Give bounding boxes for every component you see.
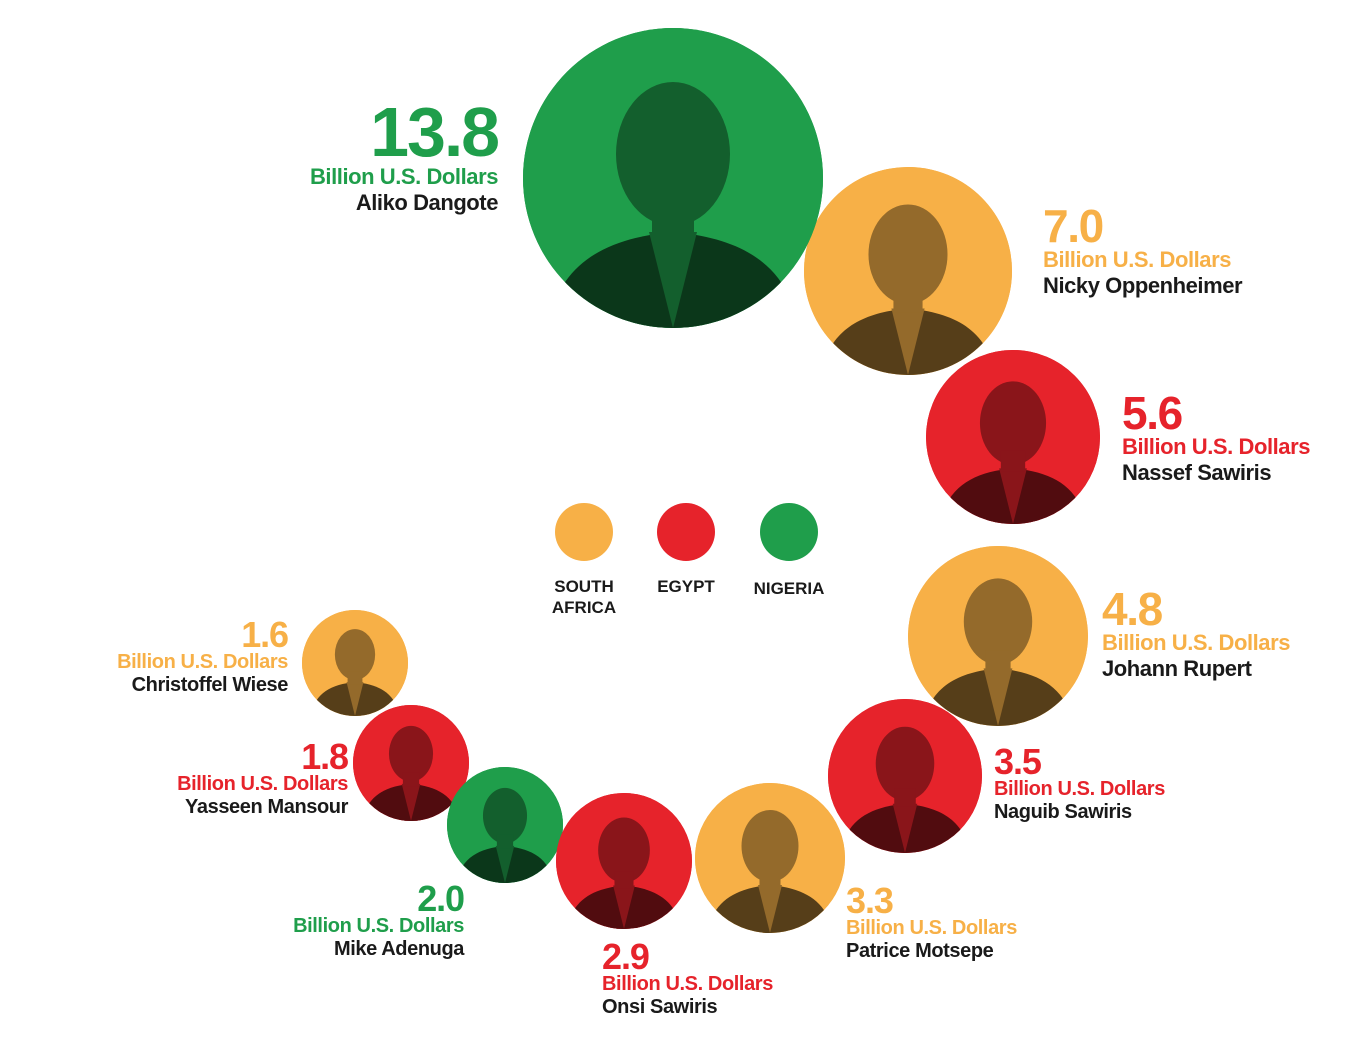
bubble-onsi-sawiris: [556, 793, 692, 929]
person-name-label: Christoffel Wiese: [131, 674, 289, 697]
bubble-nassef-sawiris: [926, 350, 1100, 524]
value-label: 7.0: [1043, 200, 1104, 252]
portrait-silhouette: [804, 167, 1012, 375]
portrait-silhouette: [828, 699, 982, 853]
label-yasseen-mansour: 1.8 Billion U.S. Dollars Yasseen Mansour: [177, 736, 349, 819]
unit-label: Billion U.S. Dollars: [602, 973, 773, 996]
portrait-silhouette: [556, 793, 692, 929]
person-name-label: Aliko Dangote: [355, 189, 499, 215]
value-label: 2.9: [602, 936, 650, 977]
portrait-silhouette: [908, 546, 1088, 726]
person-name-label: Nassef Sawiris: [1122, 459, 1272, 485]
legend-label-south-africa: SOUTH AFRICA: [551, 577, 617, 618]
value-label: 3.3: [846, 880, 894, 921]
unit-label: Billion U.S. Dollars: [177, 773, 348, 796]
portrait-silhouette: [695, 783, 845, 933]
bubble-naguib-sawiris: [828, 699, 982, 853]
label-onsi-sawiris: 2.9 Billion U.S. Dollars Onsi Sawiris: [602, 936, 773, 1019]
person-name-label: Naguib Sawiris: [994, 801, 1132, 824]
legend-dot-egypt: [657, 503, 715, 561]
portrait-silhouette: [523, 28, 823, 328]
person-name-label: Mike Adenuga: [333, 938, 464, 961]
unit-label: Billion U.S. Dollars: [994, 778, 1165, 801]
value-label: 4.8: [1102, 583, 1163, 635]
legend-label-egypt: EGYPT: [657, 577, 715, 596]
value-label: 2.0: [417, 878, 465, 919]
unit-label: Billion U.S. Dollars: [1122, 434, 1311, 460]
legend-dot-south-africa: [555, 503, 613, 561]
person-name-label: Yasseen Mansour: [185, 796, 348, 819]
person-name-label: Patrice Motsepe: [846, 940, 994, 963]
value-label: 13.8: [370, 93, 500, 171]
unit-label: Billion U.S. Dollars: [293, 915, 464, 938]
bubble-nicky-oppenheimer: [804, 167, 1012, 375]
bubble-patrice-motsepe: [695, 783, 845, 933]
unit-label: Billion U.S. Dollars: [1043, 247, 1232, 273]
legend-label-nigeria: NIGERIA: [753, 579, 825, 598]
portrait-silhouette: [447, 767, 563, 883]
label-aliko-dangote: 13.8 Billion U.S. Dollars Aliko Dangote: [309, 93, 500, 215]
value-label: 1.8: [301, 736, 349, 777]
bubble-christoffel-wiese: [302, 610, 408, 716]
value-label: 3.5: [994, 741, 1042, 782]
label-patrice-motsepe: 3.3 Billion U.S. Dollars Patrice Motsepe: [846, 880, 1017, 963]
person-name-label: Johann Rupert: [1102, 655, 1252, 681]
bubble-johann-rupert: [908, 546, 1088, 726]
portrait-silhouette: [302, 610, 408, 716]
label-christoffel-wiese: 1.6 Billion U.S. Dollars Christoffel Wiese: [117, 614, 289, 697]
bubble-aliko-dangote: [523, 28, 823, 328]
legend-dot-nigeria: [760, 503, 818, 561]
unit-label: Billion U.S. Dollars: [1102, 630, 1291, 656]
portrait-silhouette: [926, 350, 1100, 524]
value-label: 5.6: [1122, 387, 1183, 439]
person-name-label: Onsi Sawiris: [602, 996, 718, 1019]
label-mike-adenuga: 2.0 Billion U.S. Dollars Mike Adenuga: [293, 878, 465, 961]
label-nicky-oppenheimer: 7.0 Billion U.S. Dollars Nicky Oppenheimer: [1043, 200, 1243, 298]
value-label: 1.6: [241, 614, 289, 655]
label-naguib-sawiris: 3.5 Billion U.S. Dollars Naguib Sawiris: [994, 741, 1165, 824]
bubble-mike-adenuga: [447, 767, 563, 883]
person-name-label: Nicky Oppenheimer: [1043, 272, 1243, 298]
unit-label: Billion U.S. Dollars: [846, 917, 1017, 940]
unit-label: Billion U.S. Dollars: [117, 651, 288, 674]
unit-label: Billion U.S. Dollars: [309, 164, 498, 190]
label-nassef-sawiris: 5.6 Billion U.S. Dollars Nassef Sawiris: [1122, 387, 1311, 485]
label-johann-rupert: 4.8 Billion U.S. Dollars Johann Rupert: [1102, 583, 1291, 681]
